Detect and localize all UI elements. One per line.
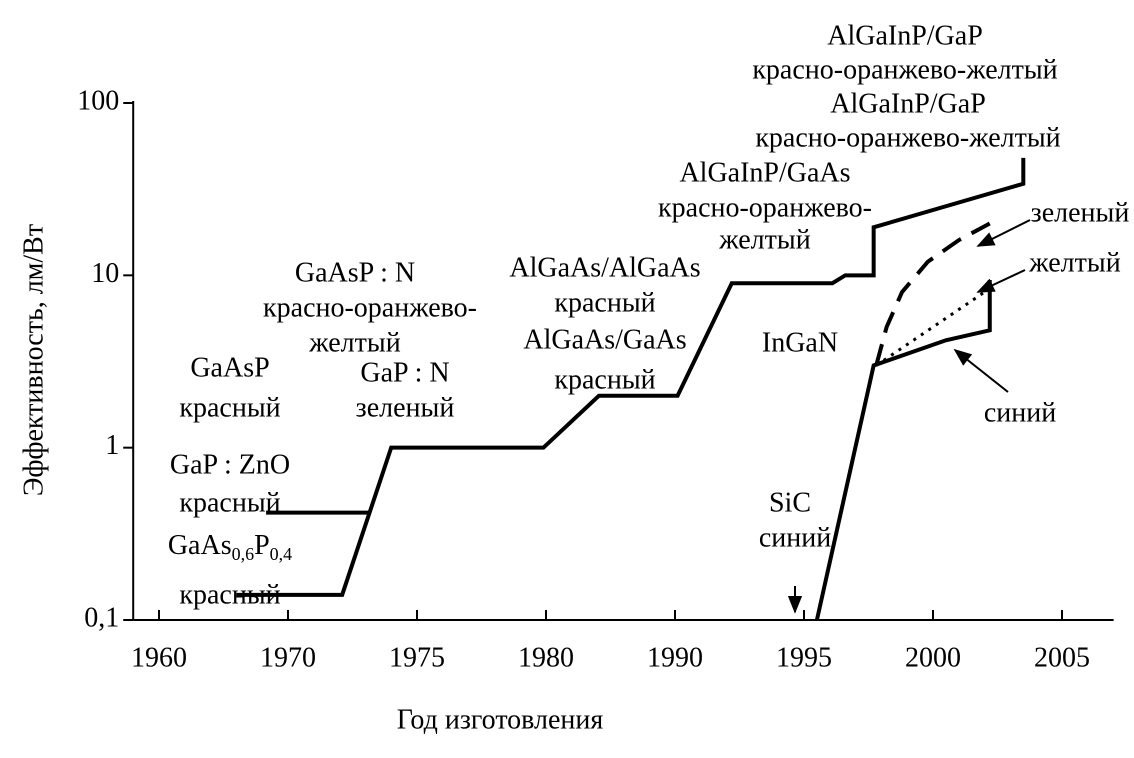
annotation: GaP : ZnO	[170, 449, 290, 480]
y-tick-label: 100	[77, 85, 119, 116]
y-tick-label: 0,1	[84, 602, 119, 633]
annotation: синий	[984, 397, 1056, 428]
annotation: красный	[179, 392, 280, 423]
y-tick-label: 1	[105, 430, 119, 461]
annotation: желтый	[718, 224, 810, 255]
annotation: красный	[554, 364, 655, 395]
arrow	[976, 269, 1026, 293]
arrows	[787, 219, 1031, 614]
annotation: AlGaAs/AlGaAs	[509, 252, 700, 283]
x-tick-label: 1980	[518, 642, 574, 673]
annotation: красно-оранжево-желтый	[752, 54, 1057, 85]
annotation-part: GaAs	[168, 530, 232, 561]
annotation: GaAs0,6P0,4	[168, 530, 292, 564]
subscript: 0,4	[270, 544, 293, 564]
x-tick-label: 1975	[389, 642, 445, 673]
x-tick-label: 2005	[1034, 642, 1090, 673]
series-line	[236, 157, 1026, 597]
subscript: 0,6	[232, 544, 255, 564]
annotation: InGaN	[762, 327, 838, 358]
x-tick-label: 1990	[647, 642, 703, 673]
annotation-part: P	[254, 530, 270, 561]
annotation: GaAsP	[190, 352, 269, 383]
annotation: GaP : N	[360, 357, 449, 388]
x-axis-label: Год изготовления	[397, 704, 604, 735]
annotation: AlGaInP/GaP	[830, 88, 986, 119]
arrow	[953, 348, 1009, 393]
annotation: AlGaInP/GaAs	[679, 157, 850, 188]
x-tick-label: 1970	[260, 642, 316, 673]
annotation: красно-оранжево-желтый	[755, 122, 1060, 153]
series-line	[875, 290, 986, 367]
annotation: AlGaInP/GaP	[827, 20, 983, 51]
x-tick-label: 1995	[776, 642, 832, 673]
annotation: синий	[759, 522, 831, 553]
annotation: AlGaAs/GaAs	[523, 324, 686, 355]
annotation: желтый	[1028, 247, 1120, 278]
annotation: желтый	[308, 327, 400, 358]
annotation: красный	[554, 287, 655, 318]
annotation: красный	[179, 579, 280, 610]
arrow	[976, 219, 1031, 247]
annotation: SiC	[769, 487, 811, 518]
annotation: GaAsP : N	[295, 257, 415, 288]
annotation: красно-оранжево-	[658, 192, 872, 223]
y-axis-label: Эффективность, лм/Вт	[18, 224, 49, 496]
annotation: зеленый	[1031, 197, 1130, 228]
annotation: красно-оранжево-	[263, 292, 477, 323]
annotation: красный	[179, 487, 280, 518]
x-tick-label: 1960	[131, 642, 187, 673]
series-line	[814, 279, 992, 621]
x-tick-label: 2000	[905, 642, 961, 673]
y-tick-label: 10	[91, 258, 119, 289]
series-line	[876, 172, 990, 366]
annotation: зеленый	[356, 392, 455, 423]
